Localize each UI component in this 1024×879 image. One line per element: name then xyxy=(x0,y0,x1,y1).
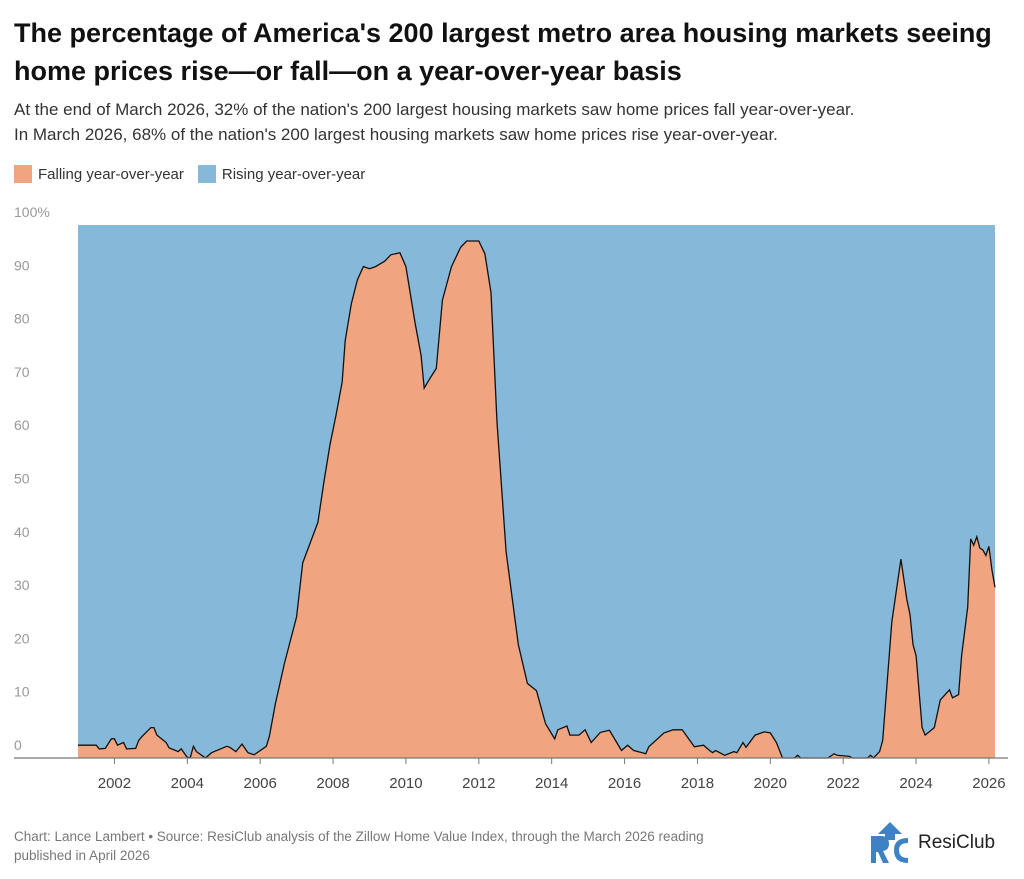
x-tick-label: 2008 xyxy=(316,775,349,792)
y-tick-label: 0 xyxy=(14,737,22,753)
x-tick-label: 2014 xyxy=(535,775,568,792)
x-tick-label: 2026 xyxy=(972,775,1005,792)
legend: Falling year-over-year Rising year-over-… xyxy=(14,165,365,183)
x-tick-label: 2006 xyxy=(243,775,276,792)
x-tick-label: 2024 xyxy=(899,775,932,792)
logo-text: ResiClub xyxy=(918,832,996,853)
falling-area xyxy=(78,241,995,758)
x-tick-label: 2022 xyxy=(826,775,859,792)
chart-title: The percentage of America's 200 largest … xyxy=(14,18,992,86)
y-tick-label: 60 xyxy=(14,417,30,433)
y-axis: 0 10 20 30 40 50 60 70 80 90 100% xyxy=(14,204,50,753)
y-tick-label: 100% xyxy=(14,204,50,220)
y-tick-label: 10 xyxy=(14,684,30,700)
y-tick-label: 90 xyxy=(14,257,30,273)
y-tick-label: 20 xyxy=(14,630,30,646)
resiclub-logo-icon xyxy=(871,822,908,863)
chart-subtitle: At the end of March 2026, 32% of the nat… xyxy=(14,97,854,147)
x-tick-label: 2018 xyxy=(681,775,714,792)
chart-plot: 0 10 20 30 40 50 60 70 80 90 100% 2002 2004 2006 2008… xyxy=(14,204,1008,792)
x-tick-label: 2004 xyxy=(171,775,204,792)
x-tick-label: 2010 xyxy=(389,775,422,792)
legend-label-falling: Falling year-over-year xyxy=(38,165,184,183)
x-axis: 2002 2004 2006 2008 2010 2012 2014 2016 2018 2020… xyxy=(98,758,1006,792)
footer-line-2: published in April 2026 xyxy=(14,848,150,863)
x-tick-label: 2012 xyxy=(462,775,495,792)
legend-swatch-falling xyxy=(14,165,32,183)
legend-item-rising: Rising year-over-year xyxy=(197,165,366,183)
subtitle-line-2: In March 2026, 68% of the nation's 200 l… xyxy=(14,125,778,144)
y-tick-label: 30 xyxy=(14,577,30,593)
legend-swatch-rising xyxy=(197,165,216,183)
legend-label-rising: Rising year-over-year xyxy=(221,165,366,183)
x-tick-label: 2016 xyxy=(608,775,641,792)
subtitle-line-1: At the end of March 2026, 32% of the nat… xyxy=(14,100,855,119)
legend-item-falling: Falling year-over-year xyxy=(14,165,184,183)
x-tick-label: 2020 xyxy=(754,775,787,792)
x-tick-label: 2002 xyxy=(98,775,131,792)
y-tick-label: 70 xyxy=(14,364,30,380)
resiclub-logo: ResiClub xyxy=(868,822,995,864)
y-tick-label: 40 xyxy=(14,524,30,540)
y-tick-label: 50 xyxy=(14,471,30,487)
y-tick-label: 80 xyxy=(14,311,30,327)
rising-area xyxy=(78,225,995,758)
footer-source: Chart: Lance Lambert • Source: ResiClub … xyxy=(14,827,814,865)
footer-line-1: Chart: Lance Lambert • Source: ResiClub … xyxy=(14,829,704,844)
